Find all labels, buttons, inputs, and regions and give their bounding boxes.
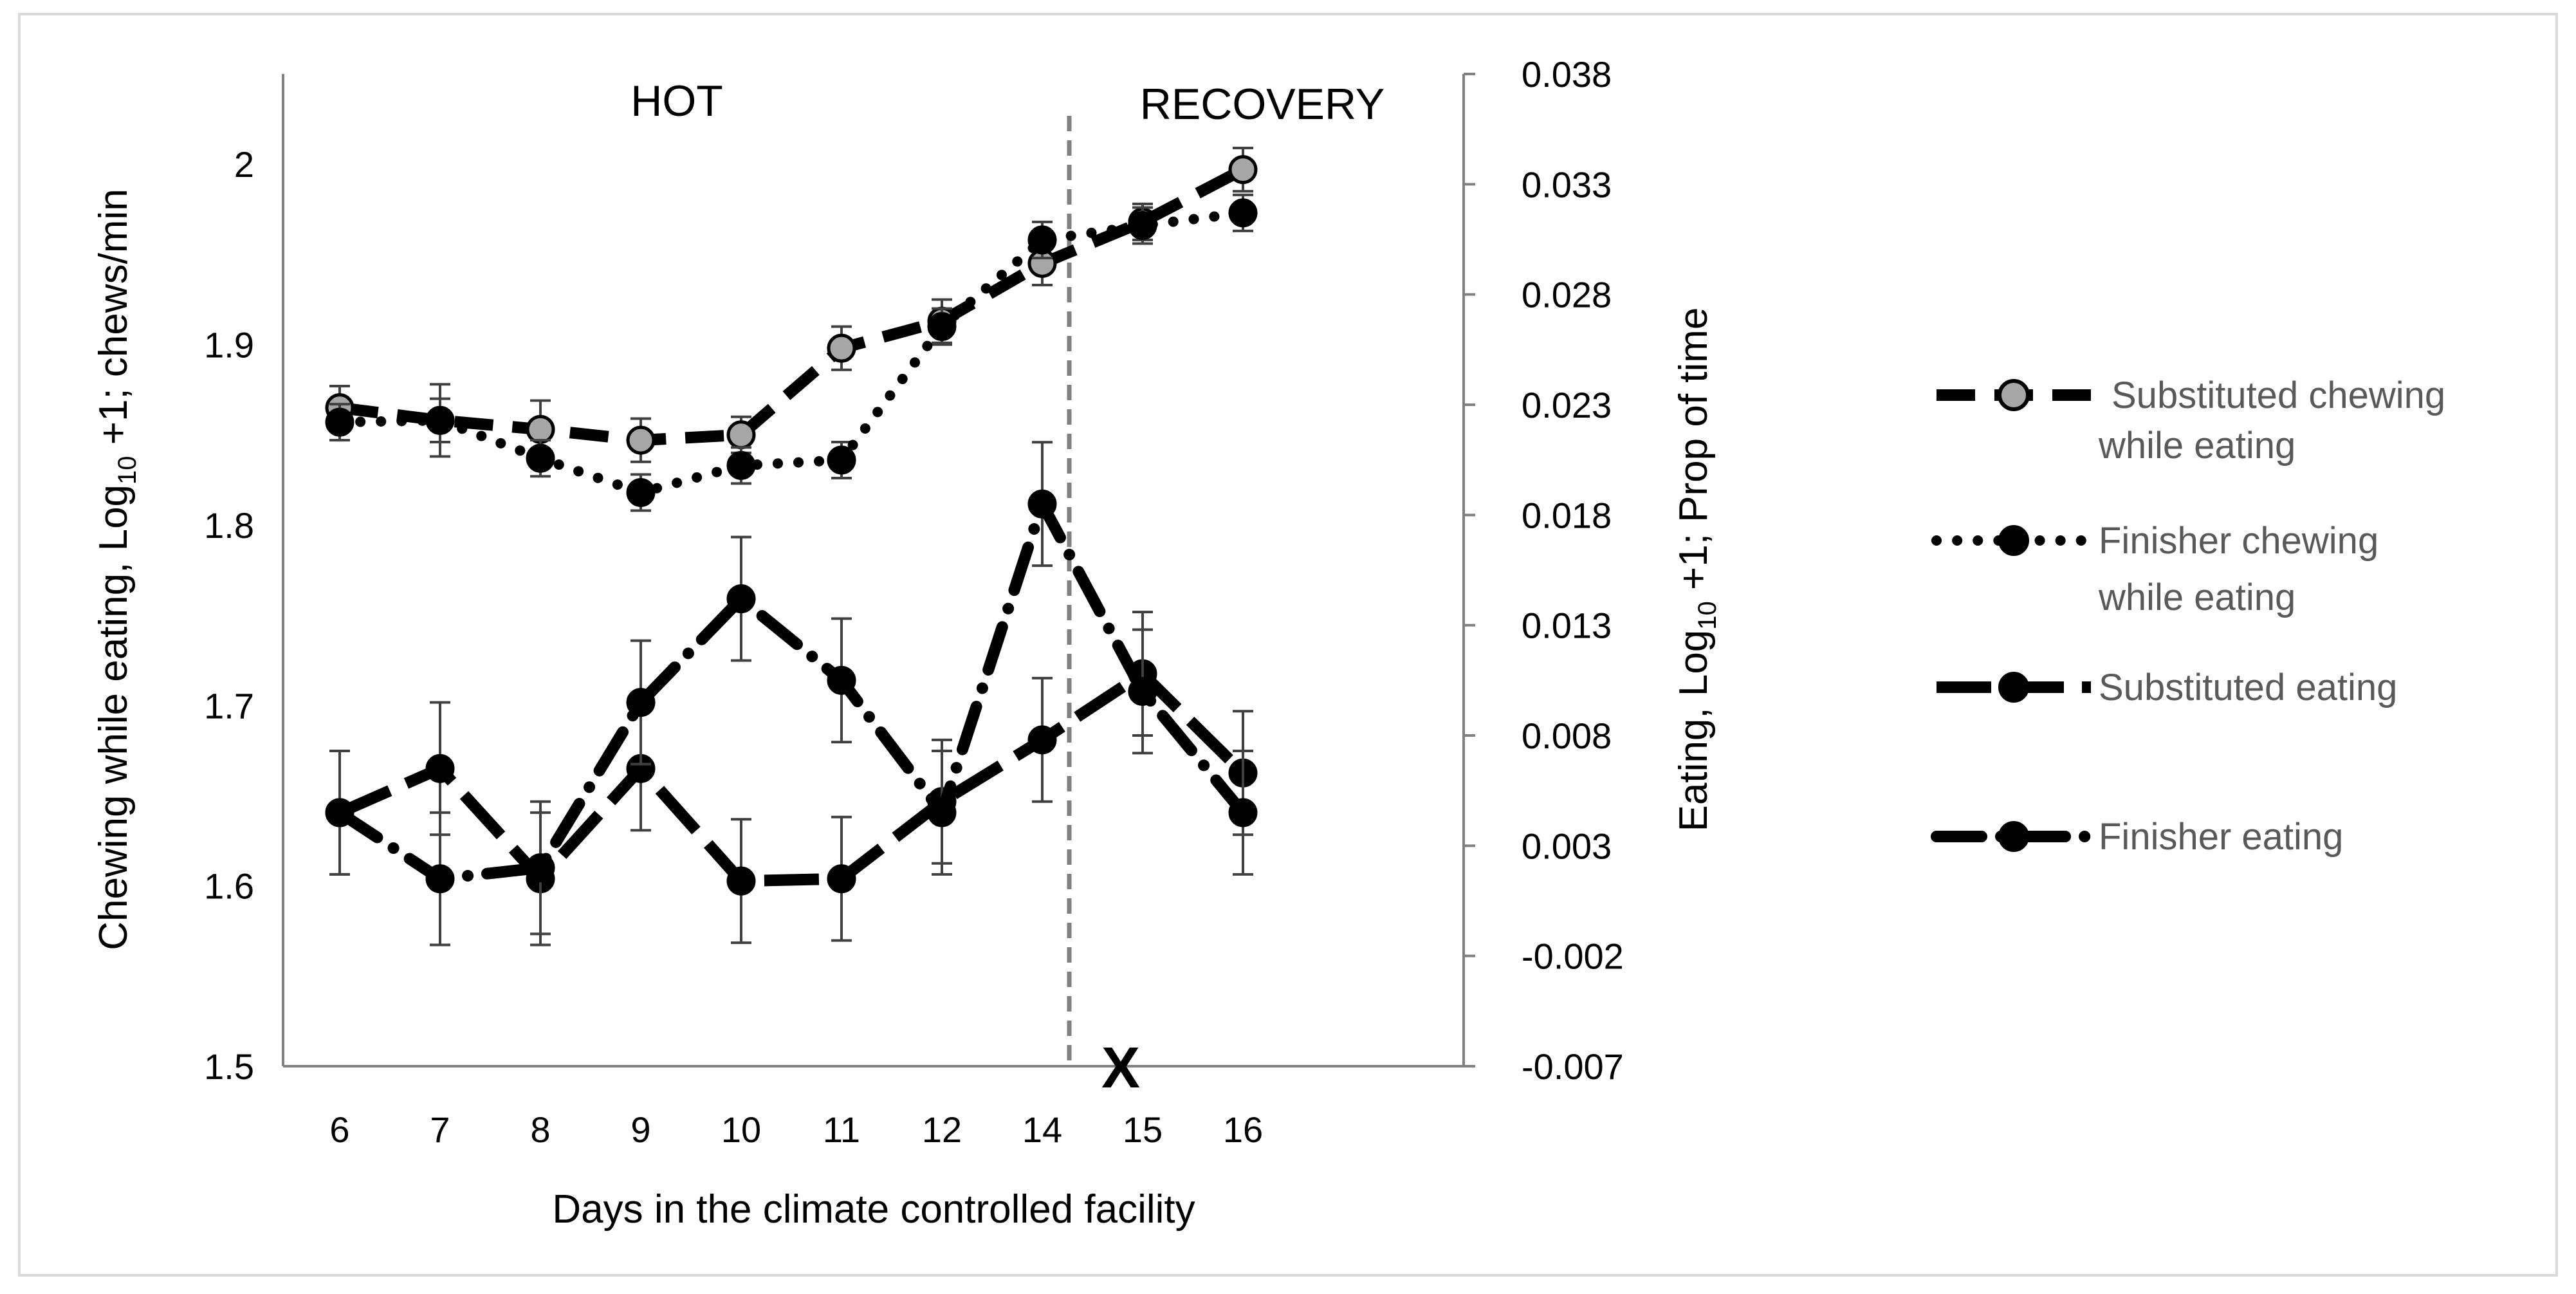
legend-marker-substituted-chewing [1998, 379, 2030, 411]
series-line [334, 498, 1249, 885]
data-point [425, 405, 455, 435]
left-axis-title-sub: 10 [113, 456, 142, 485]
data-point [626, 477, 656, 507]
left-tick-label: 1.5 [204, 1046, 254, 1087]
right-axis-title-tail: +1; Prop of time [1671, 308, 1716, 602]
data-point [626, 688, 656, 717]
data-point [425, 753, 455, 783]
data-point [626, 425, 656, 455]
region-label-hot: HOT [630, 77, 723, 125]
legend-label-substituted-chewing-2: while eating [2098, 425, 2295, 467]
data-point [1228, 798, 1258, 827]
left-tick-label: 1.9 [204, 325, 254, 365]
legend-marker-finisher-eating [1998, 821, 2029, 852]
data-point [526, 853, 555, 883]
left-tick-label: 1.8 [204, 505, 254, 546]
data-point [827, 333, 856, 363]
right-tick-label: -0.007 [1522, 1046, 1624, 1087]
data-point [1027, 225, 1057, 255]
left-axis-title-tail: +1; chews/min [91, 189, 136, 456]
x-tick-label: 7 [430, 1109, 450, 1150]
data-point [1228, 198, 1258, 228]
data-point [1128, 211, 1157, 241]
legend-item-substituted-chewing: Substituted chewing while eating [1937, 374, 2445, 467]
data-point [927, 798, 957, 827]
data-point [425, 864, 455, 894]
data-point [927, 312, 957, 342]
right-tick-label: 0.003 [1522, 826, 1612, 866]
data-point [827, 864, 856, 894]
right-tick-label: -0.002 [1522, 936, 1624, 977]
x-tick-label: 10 [721, 1109, 761, 1150]
x-tick-label: 15 [1123, 1109, 1163, 1150]
data-point [1027, 489, 1057, 519]
left-tick-label: 1.7 [204, 685, 254, 726]
data-point [325, 798, 354, 827]
series-line [335, 207, 1248, 498]
right-axis-title-sub: 10 [1693, 601, 1722, 630]
legend-item-substituted-eating: Substituted eating [1937, 667, 2397, 708]
right-axis-title-main: Eating, Log [1671, 630, 1716, 832]
legend-label-finisher-chewing-2: while eating [2098, 577, 2295, 618]
x-axis-title: Days in the climate controlled facility [552, 1187, 1195, 1232]
data-point [526, 443, 555, 473]
x-tick-label: 11 [823, 1109, 860, 1150]
right-tick-label: 0.028 [1522, 275, 1612, 315]
legend-label-finisher-chewing-1: Finisher chewing [2099, 520, 2378, 562]
data-point [827, 665, 856, 695]
left-tick-label: 1.6 [204, 866, 254, 907]
series-3 [325, 441, 1258, 947]
legend-label-substituted-chewing-1: Substituted chewing [2111, 374, 2445, 416]
series-1 [325, 193, 1258, 512]
legend: Substituted chewing while eating Finishe… [1931, 374, 2445, 858]
right-tick-label: 0.033 [1522, 164, 1612, 205]
x-tick-label: 12 [922, 1109, 962, 1150]
legend-marker-finisher-chewing [1998, 525, 2029, 556]
legend-item-finisher-eating: Finisher eating [1931, 816, 2343, 858]
x-tick-label: 8 [530, 1109, 550, 1150]
right-tick-label: 0.023 [1522, 385, 1612, 425]
x-tick-label: 9 [630, 1109, 650, 1150]
legend-marker-substituted-eating [1998, 672, 2029, 703]
data-point [1228, 155, 1258, 185]
series-line [337, 668, 1247, 887]
data-point [726, 584, 756, 614]
data-point [1027, 725, 1057, 755]
legend-label-finisher-eating: Finisher eating [2099, 816, 2343, 858]
legend-label-substituted-eating: Substituted eating [2099, 667, 2397, 708]
data-point [827, 445, 856, 475]
right-axis-title: Eating, Log10 +1; Prop of time [1671, 308, 1722, 832]
legend-item-finisher-chewing: Finisher chewing while eating [1931, 520, 2378, 618]
right-tick-label: 0.013 [1522, 605, 1612, 646]
x-tick-label: 16 [1223, 1109, 1263, 1150]
data-point [526, 414, 555, 444]
right-tick-label: 0.008 [1522, 716, 1612, 756]
region-label-recovery: RECOVERY [1140, 80, 1385, 129]
data-point [726, 420, 756, 450]
x-axis-marker: X [1101, 1036, 1140, 1100]
left-axis-title-main: Chewing while eating, Log [91, 485, 136, 950]
data-point [726, 450, 756, 480]
left-axis-title: Chewing while eating, Log10 +1; chews/mi… [91, 189, 142, 950]
right-tick-label: 0.018 [1522, 495, 1612, 535]
left-tick-label: 2 [234, 144, 254, 185]
x-tick-label: 6 [329, 1109, 349, 1150]
x-tick-label: 14 [1022, 1109, 1062, 1150]
series-line [338, 164, 1246, 447]
chart-frame [18, 13, 2558, 1277]
data-point [325, 407, 354, 437]
data-point [1128, 676, 1157, 706]
data-point [726, 866, 756, 896]
right-tick-label: 0.038 [1522, 54, 1612, 95]
